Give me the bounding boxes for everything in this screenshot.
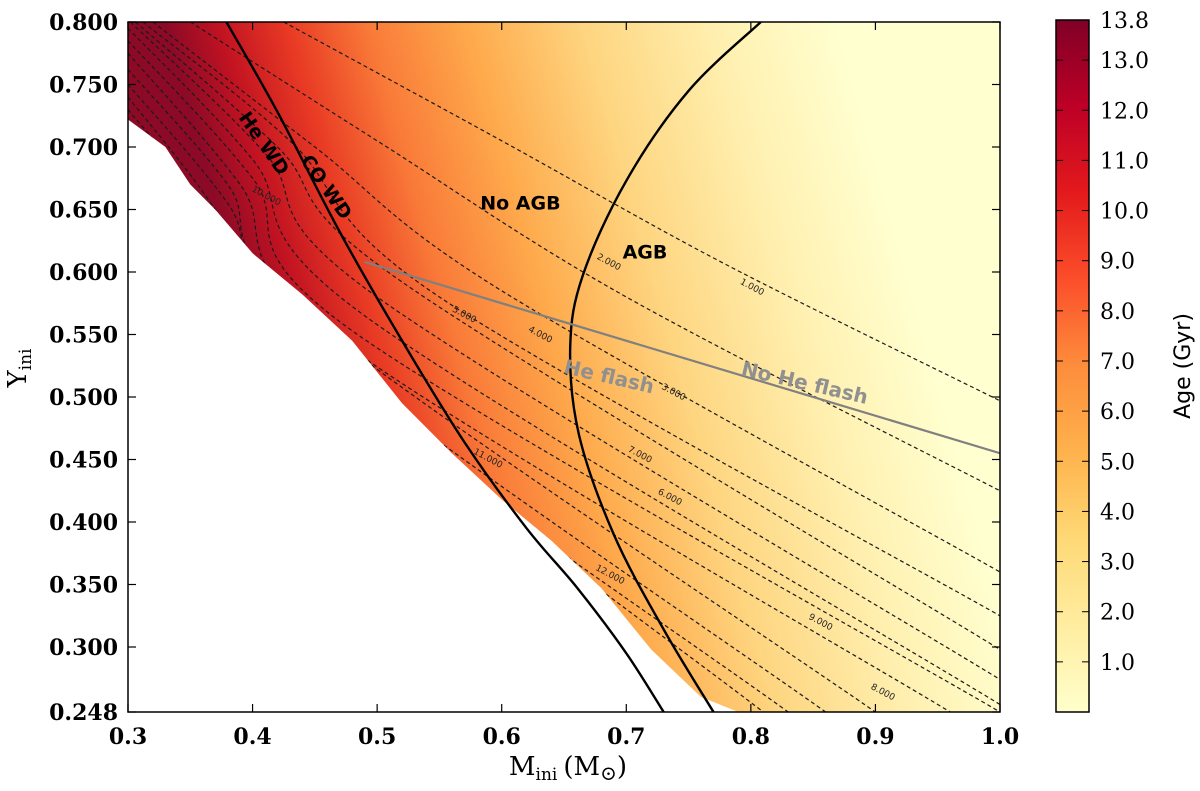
colorbar-tick-label: 11.0 — [1100, 149, 1149, 174]
colorbar-tick-label: 3.0 — [1100, 551, 1135, 576]
age-contour-line — [128, 27, 1000, 706]
colorbar-tick-label: 8.0 — [1100, 300, 1135, 325]
region-annotation: No AGB — [480, 193, 560, 215]
boundary-line — [225, 22, 665, 712]
age-contour-line — [152, 22, 1000, 573]
y-tick-label: 0.550 — [49, 323, 118, 349]
x-tick-label: 0.3 — [109, 724, 147, 750]
colorbar-tick-label: 1.0 — [1100, 651, 1135, 676]
y-tick-label: 0.800 — [49, 10, 118, 36]
boundary-line — [364, 260, 1000, 455]
colorbar-tick-label: 7.0 — [1100, 350, 1135, 375]
x-tick-label: 0.9 — [856, 724, 894, 750]
x-tick-label: 1.0 — [981, 724, 1019, 750]
colorbar-tick-label: 6.0 — [1100, 400, 1135, 425]
y-tick-label: 0.750 — [49, 73, 118, 99]
x-tick-label: 0.6 — [483, 724, 521, 750]
y-tick-label: 0.500 — [49, 385, 118, 411]
y-tick-label: 0.248 — [49, 700, 118, 726]
y-axis-ticks: 0.800 0.750 0.700 0.650 0.600 0.550 0.500 0.450… — [49, 10, 1000, 726]
colorbar-tick-label: 9.0 — [1100, 250, 1135, 275]
plot-frame — [127, 21, 1001, 713]
region-annotation: AGB — [623, 241, 668, 263]
colorbar-tick-label: 12.0 — [1100, 99, 1149, 124]
colorbar-tick-label: 13.8 — [1100, 9, 1149, 34]
y-tick-label: 0.600 — [49, 260, 118, 286]
y-tick-label: 0.700 — [49, 135, 118, 161]
y-tick-label: 0.400 — [49, 510, 118, 536]
y-tick-label: 0.650 — [49, 198, 118, 224]
age-contour-line — [130, 22, 1000, 681]
colorbar-tick-label: 10.0 — [1100, 200, 1149, 225]
x-tick-label: 0.8 — [732, 724, 770, 750]
colorbar-tick-label: 2.0 — [1100, 601, 1135, 626]
colorbar-title: Age (Gyr) — [1171, 313, 1196, 419]
x-axis-title: Mini (M⊙) — [509, 752, 627, 785]
valid-age-region — [128, 22, 1000, 712]
boundary-line — [568, 22, 762, 712]
phase-boundaries — [225, 22, 1000, 712]
y-tick-label: 0.300 — [49, 635, 118, 661]
age-contour-line — [283, 22, 1000, 402]
colorbar-gradient — [1055, 19, 1090, 713]
age-contour-line — [142, 22, 1000, 617]
colorbar-tick-label: 4.0 — [1100, 500, 1135, 525]
x-tick-label: 0.7 — [607, 724, 645, 750]
x-tick-label: 0.4 — [233, 724, 271, 750]
colorbar-tick-label: 13.0 — [1100, 49, 1149, 74]
y-tick-label: 0.350 — [49, 573, 118, 599]
x-axis-ticks: 0.3 0.4 0.5 0.6 0.7 0.8 0.9 1.0 — [109, 22, 1019, 750]
age-contour-line — [189, 22, 1000, 492]
age-contour-line — [128, 52, 951, 712]
colorbar-ticks: 13.8 13.0 12.0 11.0 10.0 9.0 8.0 7.0 6.0 5.0 4.0 3.… — [1056, 9, 1149, 676]
age-contour-line — [135, 22, 1000, 651]
y-axis-title: Yini — [3, 348, 36, 389]
x-tick-label: 0.5 — [358, 724, 396, 750]
colorbar: 13.8 13.0 12.0 11.0 10.0 9.0 8.0 7.0 6.0 5.0 4.0 3.… — [1055, 9, 1196, 713]
colorbar-tick-label: 5.0 — [1100, 450, 1135, 475]
y-tick-label: 0.450 — [49, 448, 118, 474]
